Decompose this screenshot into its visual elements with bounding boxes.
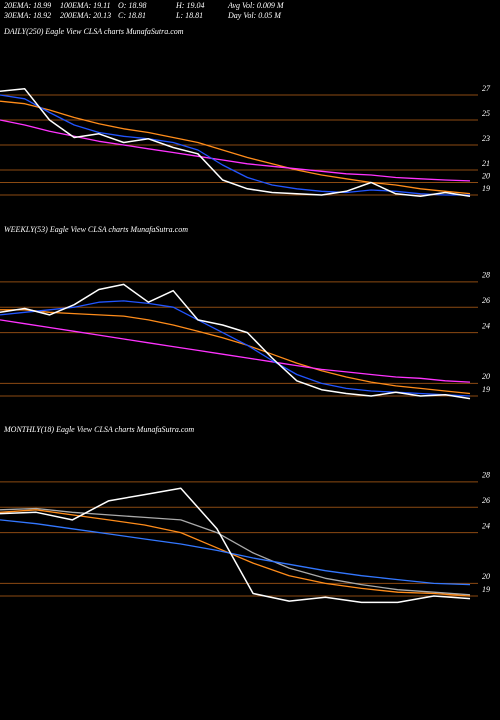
- price-line: [0, 283, 471, 400]
- price-line: [0, 94, 470, 196]
- y-tick-label: 25: [482, 109, 490, 118]
- price-line: [0, 509, 471, 597]
- panel-title: DAILY(250) Eagle View CLSA charts Munafa…: [3, 27, 184, 36]
- y-tick-label: 19: [482, 184, 490, 193]
- header-stat: 100EMA: 19.11: [60, 1, 111, 10]
- price-line: [0, 487, 471, 604]
- y-tick-label: 20: [482, 572, 490, 581]
- y-tick-label: 26: [482, 296, 490, 305]
- price-line: [0, 309, 471, 395]
- header-stat: 20EMA: 18.99: [4, 1, 51, 10]
- y-tick-label: 28: [482, 471, 490, 480]
- panel-title: WEEKLY(53) Eagle View CLSA charts Munafa…: [4, 225, 188, 234]
- y-tick-label: 27: [482, 84, 491, 93]
- y-tick-label: 26: [482, 496, 490, 505]
- y-tick-label: 19: [482, 585, 490, 594]
- y-tick-label: 23: [482, 134, 490, 143]
- header-stat: 200EMA: 20.13: [60, 11, 111, 20]
- panel-title: MONTHLY(18) Eagle View CLSA charts Munaf…: [3, 425, 194, 434]
- header-stat: 30EMA: 18.92: [3, 11, 51, 20]
- header-stat: L: 18.81: [175, 11, 203, 20]
- header-stat: C: 18.81: [118, 11, 146, 20]
- header-stat: Avg Vol: 0.009 M: [227, 1, 285, 10]
- header-stat: H: 19.04: [175, 1, 204, 10]
- y-tick-label: 20: [482, 171, 490, 180]
- y-tick-label: 19: [482, 385, 490, 394]
- header-stat: Day Vol: 0.05 M: [227, 11, 282, 20]
- price-line: [0, 88, 471, 198]
- header-stat: O: 18.98: [118, 1, 146, 10]
- y-tick-label: 20: [482, 372, 490, 381]
- price-line: [0, 519, 471, 586]
- price-line: [0, 319, 471, 383]
- price-line: [0, 507, 471, 596]
- y-tick-label: 28: [482, 271, 490, 280]
- y-tick-label: 24: [482, 521, 490, 530]
- price-line: [0, 100, 471, 195]
- y-tick-label: 24: [482, 321, 490, 330]
- price-line: [0, 300, 471, 397]
- y-tick-label: 21: [482, 159, 490, 168]
